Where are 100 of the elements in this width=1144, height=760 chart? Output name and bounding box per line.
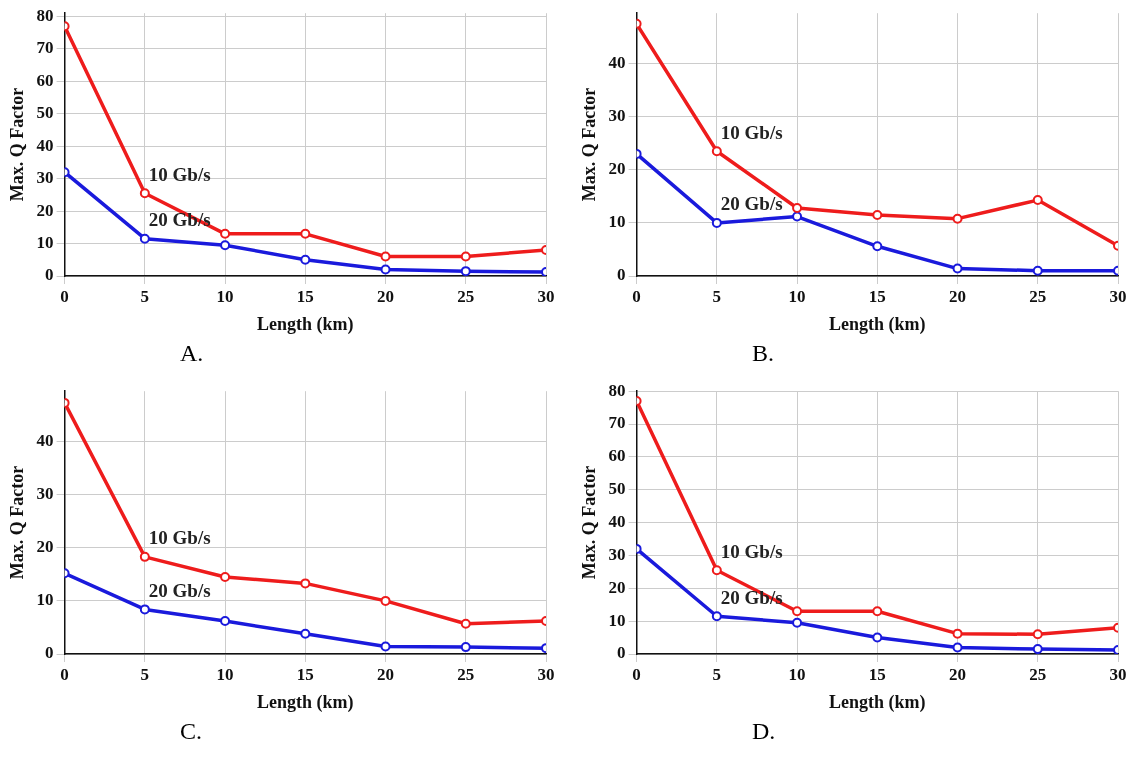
x-tick-label: 30 bbox=[537, 286, 555, 306]
point bbox=[952, 263, 963, 274]
point bbox=[220, 572, 231, 583]
y-tick-label: 10 bbox=[608, 212, 626, 232]
y-tick-label: 10 bbox=[36, 590, 54, 610]
y-tick-label: 60 bbox=[36, 70, 54, 90]
point bbox=[460, 642, 471, 653]
point bbox=[711, 565, 722, 576]
point bbox=[1032, 644, 1043, 654]
series-label: 20 Gb/s bbox=[148, 579, 211, 601]
point bbox=[872, 606, 883, 617]
y-tick-label: 10 bbox=[36, 232, 54, 252]
point bbox=[300, 578, 311, 589]
x-tick-label: 25 bbox=[1029, 664, 1047, 684]
y-tick-label: 20 bbox=[608, 159, 626, 179]
series-label: 10 Gb/s bbox=[720, 540, 783, 562]
x-tick-label: 30 bbox=[1109, 664, 1127, 684]
y-axis-title: Max. Q Factor bbox=[579, 465, 600, 580]
series-label: 10 Gb/s bbox=[148, 163, 211, 185]
x-tick-label: 0 bbox=[632, 664, 641, 684]
point bbox=[711, 146, 722, 157]
x-tick-label: 0 bbox=[632, 286, 641, 306]
point bbox=[220, 616, 231, 627]
series-label: 10 Gb/s bbox=[148, 527, 211, 549]
x-tick-label: 5 bbox=[140, 664, 150, 684]
x-tick-label: 10 bbox=[216, 664, 234, 684]
x-tick-label: 10 bbox=[216, 286, 234, 306]
point bbox=[300, 228, 311, 239]
y-tick-label: 30 bbox=[36, 484, 54, 504]
y-tick-label: 30 bbox=[608, 106, 626, 126]
point bbox=[1032, 629, 1043, 640]
point bbox=[952, 642, 963, 653]
x-tick-label: 15 bbox=[296, 664, 314, 684]
x-tick-label: 20 bbox=[949, 664, 967, 684]
x-tick-label: 25 bbox=[457, 664, 475, 684]
point bbox=[139, 188, 150, 199]
point bbox=[872, 241, 883, 252]
y-tick-label: 0 bbox=[617, 643, 626, 663]
point bbox=[872, 209, 883, 220]
y-tick-label: 20 bbox=[36, 537, 54, 557]
point bbox=[1032, 265, 1043, 276]
x-tick-label: 20 bbox=[949, 286, 967, 306]
y-tick-label: 60 bbox=[608, 446, 626, 466]
y-tick-label: 0 bbox=[45, 265, 54, 285]
x-tick-label: 10 bbox=[788, 286, 806, 306]
point bbox=[380, 595, 391, 606]
x-tick-label: 15 bbox=[868, 664, 886, 684]
y-tick-label: 0 bbox=[45, 643, 54, 663]
point bbox=[460, 618, 471, 629]
x-tick-label: 20 bbox=[377, 286, 395, 306]
point bbox=[220, 228, 231, 239]
x-axis-title: Length (km) bbox=[829, 313, 926, 335]
x-tick-label: 0 bbox=[60, 286, 69, 306]
text: A. bbox=[180, 340, 204, 367]
x-axis-title: Length (km) bbox=[829, 691, 926, 713]
x-tick-label: 15 bbox=[868, 286, 886, 306]
point bbox=[711, 217, 722, 228]
point bbox=[139, 604, 150, 615]
text: D. bbox=[752, 718, 776, 745]
point bbox=[460, 266, 471, 276]
point bbox=[139, 233, 150, 244]
y-tick-label: 50 bbox=[36, 103, 54, 123]
point bbox=[380, 251, 391, 262]
x-tick-label: 5 bbox=[140, 286, 150, 306]
point bbox=[1032, 195, 1043, 206]
point bbox=[380, 641, 391, 652]
y-tick-label: 30 bbox=[608, 544, 626, 564]
point bbox=[792, 617, 803, 628]
text: C. bbox=[180, 718, 203, 745]
point bbox=[952, 628, 963, 639]
x-tick-label: 30 bbox=[1109, 286, 1127, 306]
point bbox=[220, 240, 231, 251]
point bbox=[139, 551, 150, 562]
point bbox=[300, 628, 311, 639]
y-axis-title: Max. Q Factor bbox=[7, 465, 28, 580]
point bbox=[792, 211, 803, 222]
x-tick-label: 20 bbox=[377, 664, 395, 684]
point bbox=[792, 203, 803, 214]
x-tick-label: 25 bbox=[457, 286, 475, 306]
x-tick-label: 30 bbox=[537, 664, 555, 684]
x-tick-label: 25 bbox=[1029, 286, 1047, 306]
point bbox=[792, 606, 803, 617]
y-tick-label: 50 bbox=[608, 479, 626, 499]
x-tick-label: 5 bbox=[712, 286, 722, 306]
y-tick-label: 0 bbox=[617, 265, 626, 285]
y-tick-label: 40 bbox=[608, 511, 626, 531]
y-tick-label: 20 bbox=[36, 200, 54, 220]
y-tick-label: 40 bbox=[36, 135, 54, 155]
point bbox=[872, 632, 883, 643]
y-tick-label: 70 bbox=[608, 413, 626, 433]
x-tick-label: 15 bbox=[296, 286, 314, 306]
point bbox=[300, 254, 311, 265]
point bbox=[952, 213, 963, 224]
text: B. bbox=[752, 340, 775, 367]
y-tick-label: 40 bbox=[36, 431, 54, 451]
y-axis-title: Max. Q Factor bbox=[579, 87, 600, 202]
y-tick-label: 80 bbox=[608, 380, 626, 400]
x-tick-label: 0 bbox=[60, 664, 69, 684]
y-axis-title: Max. Q Factor bbox=[7, 87, 28, 202]
x-tick-label: 10 bbox=[788, 664, 806, 684]
